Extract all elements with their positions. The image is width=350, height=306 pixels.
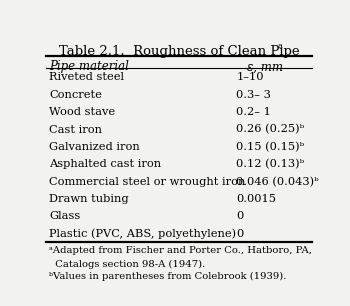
Text: Catalogs section 98-A (1947).: Catalogs section 98-A (1947). <box>49 259 205 268</box>
Text: Glass: Glass <box>49 211 80 222</box>
Text: Cast iron: Cast iron <box>49 125 102 135</box>
Text: Plastic (PVC, ABS, polyethylene): Plastic (PVC, ABS, polyethylene) <box>49 229 236 239</box>
Text: 0: 0 <box>236 211 244 222</box>
Text: 0.0015: 0.0015 <box>236 194 276 204</box>
Text: 0.12 (0.13)ᵇ: 0.12 (0.13)ᵇ <box>236 159 304 170</box>
Text: Commercial steel or wrought iron: Commercial steel or wrought iron <box>49 177 246 187</box>
Text: Riveted steel: Riveted steel <box>49 73 124 82</box>
Text: Asphalted cast iron: Asphalted cast iron <box>49 159 161 169</box>
Text: 0.2– 1: 0.2– 1 <box>236 107 271 117</box>
Text: a: a <box>278 42 282 50</box>
Text: ᵃAdapted from Fischer and Porter Co., Hatboro, PA,: ᵃAdapted from Fischer and Porter Co., Ha… <box>49 246 312 256</box>
Text: Drawn tubing: Drawn tubing <box>49 194 129 204</box>
Text: 0.26 (0.25)ᵇ: 0.26 (0.25)ᵇ <box>236 125 304 135</box>
Text: 0: 0 <box>236 229 244 239</box>
Text: Concrete: Concrete <box>49 90 102 100</box>
Text: Wood stave: Wood stave <box>49 107 115 117</box>
Text: ε, mm: ε, mm <box>247 60 283 73</box>
Text: Pipe material: Pipe material <box>49 60 129 73</box>
Text: 0.15 (0.15)ᵇ: 0.15 (0.15)ᵇ <box>236 142 304 152</box>
Text: Galvanized iron: Galvanized iron <box>49 142 140 152</box>
Text: 1–10: 1–10 <box>236 73 264 82</box>
Text: 0.046 (0.043)ᵇ: 0.046 (0.043)ᵇ <box>236 177 319 187</box>
Text: ᵇValues in parentheses from Colebrook (1939).: ᵇValues in parentheses from Colebrook (1… <box>49 272 287 282</box>
Text: 0.3– 3: 0.3– 3 <box>236 90 271 100</box>
Text: Table 2.1.  Roughness of Clean Pipe: Table 2.1. Roughness of Clean Pipe <box>59 45 300 58</box>
